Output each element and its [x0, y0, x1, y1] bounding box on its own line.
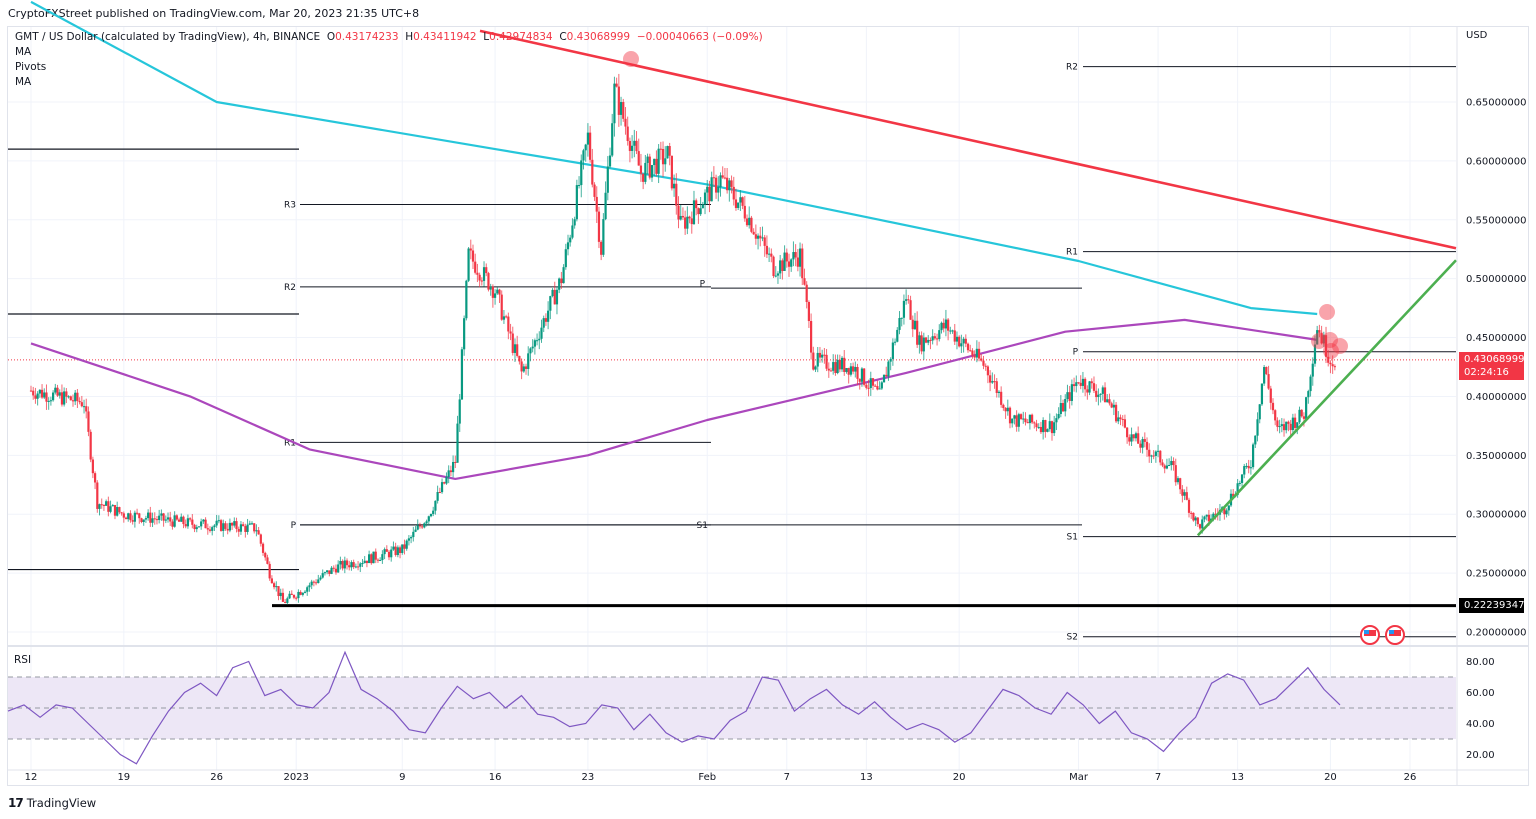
indicator-pivots[interactable]: Pivots: [15, 61, 47, 73]
pivot-label: S1: [1067, 533, 1078, 543]
open-label: O: [326, 31, 336, 43]
time-tick: 26: [210, 772, 223, 783]
currency-label: USD: [1466, 30, 1488, 41]
pivot-label: R1: [284, 438, 296, 448]
time-tick: 13: [860, 772, 873, 783]
brand-name: TradingView: [26, 796, 97, 810]
time-tick: Mar: [1069, 772, 1089, 783]
rsi-tick: 40.00: [1466, 719, 1495, 730]
chart-legend: GMT / US Dollar (calculated by TradingVi…: [15, 30, 763, 90]
pivot-label: P: [700, 279, 706, 289]
pivot-label: R3: [284, 200, 296, 210]
pivot-label: R1: [1066, 248, 1078, 258]
time-tick: 20: [953, 772, 966, 783]
price-tick: 0.30000000: [1466, 510, 1526, 521]
touch-marker: [1323, 343, 1339, 359]
rsi-line: [7, 650, 1341, 765]
time-tick: 13: [1231, 772, 1244, 783]
time-tick: 9: [399, 772, 405, 783]
footer-brand[interactable]: 17 TradingView: [8, 796, 96, 810]
current-price-badge: 0.43068999 02:24:16: [1459, 352, 1524, 380]
rsi-label[interactable]: RSI: [14, 654, 32, 666]
rsi-tick: 60.00: [1466, 688, 1495, 699]
indicator-ma-2[interactable]: MA: [15, 76, 32, 88]
touch-marker: [1332, 338, 1348, 354]
pivot-label: R2: [284, 283, 296, 293]
touch-marker: [1322, 332, 1338, 348]
time-tick: 7: [1155, 772, 1161, 783]
time-tick: 7: [784, 772, 790, 783]
pivot-label: P: [1073, 348, 1079, 358]
price-tick: 0.45000000: [1466, 333, 1526, 344]
time-tick: 20: [1324, 772, 1337, 783]
touch-marker: [623, 51, 639, 67]
change-value: −0.00040663 (−0.09%): [636, 31, 763, 43]
time-tick: Feb: [698, 772, 716, 783]
price-tick: 0.20000000: [1466, 628, 1526, 639]
chart-frame: [7, 26, 1529, 786]
price-tick: 0.60000000: [1466, 156, 1526, 167]
pivot-label: S2: [1067, 633, 1078, 643]
price-tick: 0.65000000: [1466, 98, 1526, 109]
open-value: 0.43174233: [335, 31, 399, 43]
current-price: 0.43068999: [1464, 354, 1525, 365]
pivot-label: P: [291, 521, 297, 531]
support-price-badge: 0.22239347: [1459, 598, 1524, 613]
pivot-label: R2: [1066, 63, 1078, 73]
rsi-tick: 80.00: [1466, 657, 1495, 668]
publisher-line: CryptoFXStreet published on TradingView.…: [8, 7, 420, 20]
price-tick: 0.50000000: [1466, 274, 1526, 285]
high-value: 0.43411942: [413, 31, 477, 43]
red-trendline: [479, 29, 1457, 250]
candle-countdown: 02:24:16: [1464, 367, 1509, 378]
pivot-label: S1: [697, 521, 708, 531]
touch-marker: [1311, 333, 1327, 349]
time-tick: 16: [489, 772, 502, 783]
indicator-ma-1[interactable]: MA: [15, 46, 32, 58]
rsi-tick: 20.00: [1466, 750, 1495, 761]
time-tick: 2023: [283, 772, 308, 783]
price-tick: 0.40000000: [1466, 392, 1526, 403]
symbol-title: GMT / US Dollar (calculated by TradingVi…: [15, 31, 321, 43]
close-label: C: [559, 31, 567, 43]
low-value: 0.42974834: [489, 31, 553, 43]
green-trendline: [1196, 259, 1457, 537]
symbol-row[interactable]: GMT / US Dollar (calculated by TradingVi…: [15, 30, 763, 45]
time-tick: 19: [117, 772, 130, 783]
close-value: 0.43068999: [566, 31, 631, 43]
high-label: H: [405, 31, 414, 43]
tradingview-logo-icon: 17: [8, 796, 24, 810]
touch-marker: [1319, 304, 1335, 320]
price-tick: 0.55000000: [1466, 215, 1526, 226]
low-label: L: [483, 31, 490, 43]
time-tick: 23: [582, 772, 595, 783]
price-tick: 0.35000000: [1466, 451, 1526, 462]
price-tick: 0.25000000: [1466, 569, 1526, 580]
time-tick: 12: [25, 772, 38, 783]
time-tick: 26: [1404, 772, 1417, 783]
